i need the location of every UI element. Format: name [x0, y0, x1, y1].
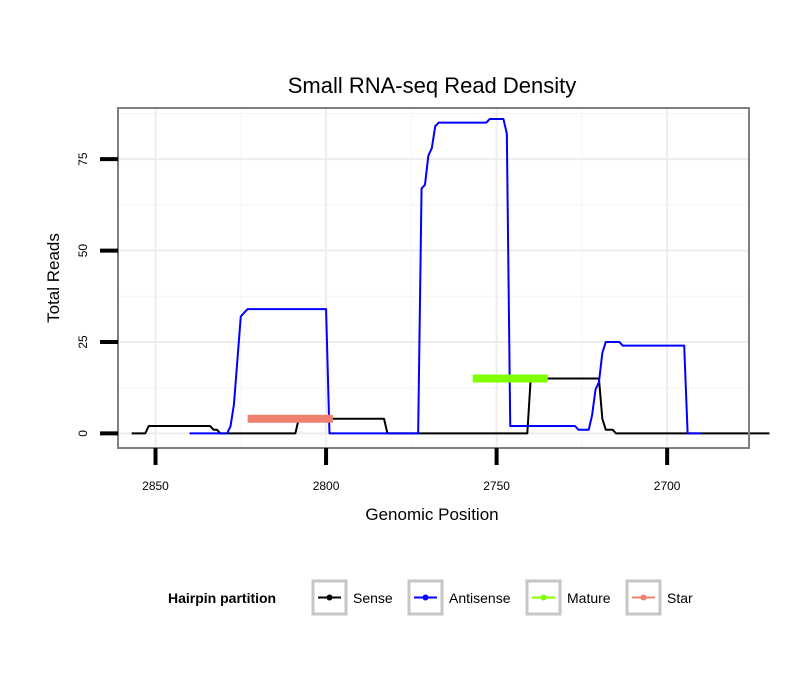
- panel-group: [117, 107, 770, 449]
- legend: Hairpin partition Sense Antisense Mature St…: [168, 579, 693, 616]
- x-axis-label: Genomic Position: [365, 505, 498, 524]
- legend-key-dot: [422, 594, 429, 601]
- x-tick-label: 2750: [483, 479, 510, 493]
- legend-label-star: Star: [667, 590, 693, 606]
- series-lines: [131, 117, 770, 435]
- legend-label-mature: Mature: [567, 590, 611, 606]
- y-tick-label: 75: [76, 152, 90, 166]
- legend-label-sense: Sense: [353, 590, 393, 606]
- y-tick-label: 0: [76, 430, 90, 437]
- plot-border: [117, 107, 750, 449]
- legend-key-dot: [640, 594, 647, 601]
- series-line-sense: [131, 377, 770, 435]
- chart-title: Small RNA-seq Read Density: [288, 73, 577, 98]
- legend-key-dot: [540, 594, 547, 601]
- legend-title: Hairpin partition: [168, 590, 276, 606]
- y-axis-label: Total Reads: [44, 233, 63, 323]
- y-tick-label: 50: [76, 244, 90, 258]
- y-axis: 0 25 50 75: [76, 152, 118, 437]
- x-tick-label: 2800: [313, 479, 340, 493]
- x-tick-label: 2850: [142, 479, 169, 493]
- x-axis: 2850 2800 2750 2700: [142, 448, 681, 493]
- x-tick-label: 2700: [654, 479, 681, 493]
- y-tick-label: 25: [76, 335, 90, 349]
- legend-label-antisense: Antisense: [449, 590, 511, 606]
- legend-key-dot: [326, 594, 333, 601]
- series-line-antisense: [189, 117, 702, 435]
- plot-panel: [118, 108, 749, 448]
